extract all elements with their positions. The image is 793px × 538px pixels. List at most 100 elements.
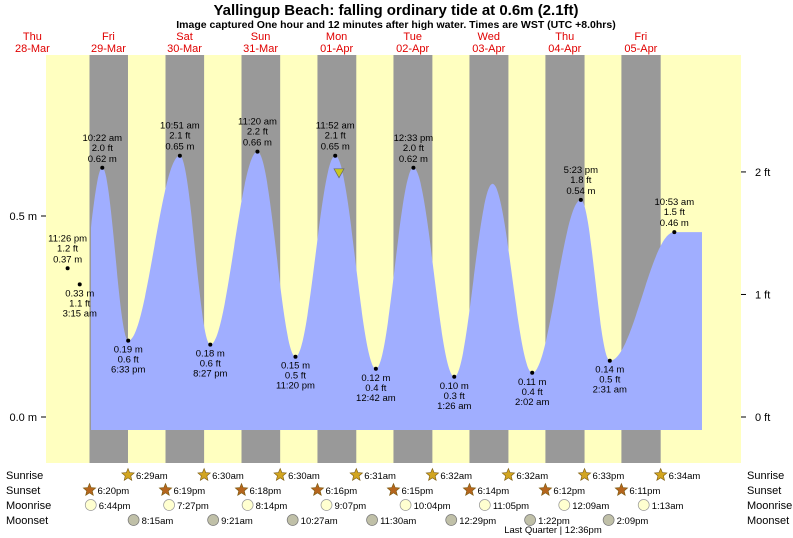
day-date: 29-Mar xyxy=(91,43,126,55)
extreme-time: 2:31 am xyxy=(593,385,627,396)
moonset-moon-icon xyxy=(286,514,299,526)
moonset-moon-icon xyxy=(445,514,458,526)
sunset-row-label-right: Sunset xyxy=(747,485,781,497)
tide-extremes: 11:26 pm1.2 ft0.37 m 0.33 m1.1 ft3:15 am 1… xyxy=(48,117,694,412)
extreme-feet: 1.5 ft xyxy=(664,207,685,218)
sunrise-time: 6:30am xyxy=(212,471,244,482)
day-date: 04-Apr xyxy=(548,43,581,55)
extreme-time: 11:52 am xyxy=(316,121,355,132)
sunset-time: 6:20pm xyxy=(97,486,129,497)
extreme-metres: 0.11 m xyxy=(518,377,546,388)
day-name: Tue xyxy=(403,31,422,43)
extreme-dot xyxy=(255,149,260,154)
extreme-feet: 2.2 ft xyxy=(247,127,268,138)
extreme-time: 11:26 pm xyxy=(48,233,87,244)
moonrise-row-label: Moonrise xyxy=(6,500,51,512)
sunrise-star-icon xyxy=(653,467,668,481)
moonrise-moon-icon xyxy=(320,499,333,511)
extreme-time: 10:53 am xyxy=(655,197,695,208)
moonset-time: 9:21am xyxy=(221,516,253,527)
current-tide-marker xyxy=(333,168,345,179)
extreme-feet: 2.0 ft xyxy=(403,143,424,154)
day-name: Fri xyxy=(102,31,115,43)
sunset-time: 6:12pm xyxy=(553,486,585,497)
extreme-metres: 0.33 m xyxy=(65,288,94,299)
moonrise-moon-icon xyxy=(241,499,254,511)
sunrise-time: 6:29am xyxy=(136,471,168,482)
extreme-metres: 0.65 m xyxy=(165,142,194,153)
extreme-dot xyxy=(530,370,535,375)
astronomy-rows: Sunrise Sunrise Sunset Sunset Moonrise Moonri… xyxy=(6,467,792,536)
tide-area xyxy=(91,151,702,430)
moonset-time: 8:15am xyxy=(142,516,174,527)
plot-area: 11:26 pm1.2 ft0.37 m 0.33 m1.1 ft3:15 am 1… xyxy=(46,55,741,463)
extreme-dot xyxy=(333,153,338,158)
extreme-dot xyxy=(208,342,213,347)
moonset-time: 1:22pm xyxy=(538,516,570,527)
moonrise-moon-icon xyxy=(558,499,571,511)
extreme-time: 2:02 am xyxy=(515,397,549,408)
extreme-feet: 0.4 ft xyxy=(522,387,543,398)
moonrise-moon-icon xyxy=(163,499,175,511)
day-name: Fri xyxy=(634,31,647,43)
day-date: 02-Apr xyxy=(396,43,429,55)
sunset-time: 6:19pm xyxy=(174,486,206,497)
extreme-dot xyxy=(77,282,82,287)
moonrise-time: 10:04pm xyxy=(414,501,451,512)
extreme-dot xyxy=(411,165,416,170)
sunrise-time: 6:31am xyxy=(364,471,396,482)
extreme-time: 11:20 am xyxy=(238,117,277,128)
extreme-feet: 0.6 ft xyxy=(200,359,221,370)
day-date: 28-Mar xyxy=(15,43,50,55)
moonset-time: 2:09pm xyxy=(617,516,649,527)
extreme-metres: 0.65 m xyxy=(321,142,350,153)
extreme-time: 12:33 pm xyxy=(394,133,434,144)
extreme-metres: 0.66 m xyxy=(243,138,272,149)
day-name: Thu xyxy=(555,31,574,43)
sunset-star-icon xyxy=(538,482,553,496)
sunset-star-icon xyxy=(158,482,173,496)
moonset-time: 11:30am xyxy=(380,516,416,527)
extreme-time: 3:15 am xyxy=(63,308,97,319)
extreme-feet: 1.1 ft xyxy=(69,298,90,309)
extreme-metres: 0.19 m xyxy=(114,345,143,356)
sunrise-time: 6:32am xyxy=(440,471,472,482)
moonset-moon-icon xyxy=(524,514,536,526)
sunset-star-icon xyxy=(82,482,97,496)
moonset-moon-icon xyxy=(602,514,615,526)
sunrise-star-icon xyxy=(501,467,516,481)
moon-phase-label: Last Quarter | 12:36pm xyxy=(504,525,602,536)
sunset-time: 6:16pm xyxy=(325,486,357,497)
extreme-feet: 0.6 ft xyxy=(118,355,139,366)
extreme-feet: 1.8 ft xyxy=(570,175,591,186)
extreme-dot xyxy=(293,354,298,359)
extreme-feet: 0.3 ft xyxy=(444,391,465,402)
day-date: 30-Mar xyxy=(167,43,202,55)
sunrise-star-icon xyxy=(577,467,592,481)
extreme-metres: 0.62 m xyxy=(88,154,117,165)
extreme-dot xyxy=(607,358,612,363)
moonrise-moon-icon xyxy=(478,499,491,511)
extreme-dot xyxy=(100,165,105,170)
moonset-time: 12:29pm xyxy=(459,516,496,527)
extreme-metres: 0.10 m xyxy=(440,381,469,392)
sunrise-time: 6:33pm xyxy=(593,471,625,482)
moonrise-time: 9:07pm xyxy=(334,501,366,512)
sunset-time: 6:11pm xyxy=(629,486,660,497)
sunrise-star-icon xyxy=(349,467,364,481)
moonrise-moon-icon xyxy=(637,499,650,511)
moonset-time: 10:27am xyxy=(301,516,338,527)
right-tick-label: 2 ft xyxy=(755,167,770,179)
left-tick-label: 0.5 m xyxy=(9,211,37,223)
extreme-feet: 2.1 ft xyxy=(169,131,190,142)
moonset-row-label: Moonset xyxy=(6,515,48,527)
day-date: 05-Apr xyxy=(624,43,657,55)
sunrise-time: 6:30am xyxy=(288,471,320,482)
extreme-time: 6:33 pm xyxy=(111,365,145,376)
moonset-moon-icon xyxy=(127,514,140,526)
sunset-star-icon xyxy=(234,482,249,496)
moonrise-moon-icon xyxy=(84,499,97,511)
extreme-feet: 2.0 ft xyxy=(92,143,113,154)
extreme-time: 8:27 pm xyxy=(193,369,227,380)
